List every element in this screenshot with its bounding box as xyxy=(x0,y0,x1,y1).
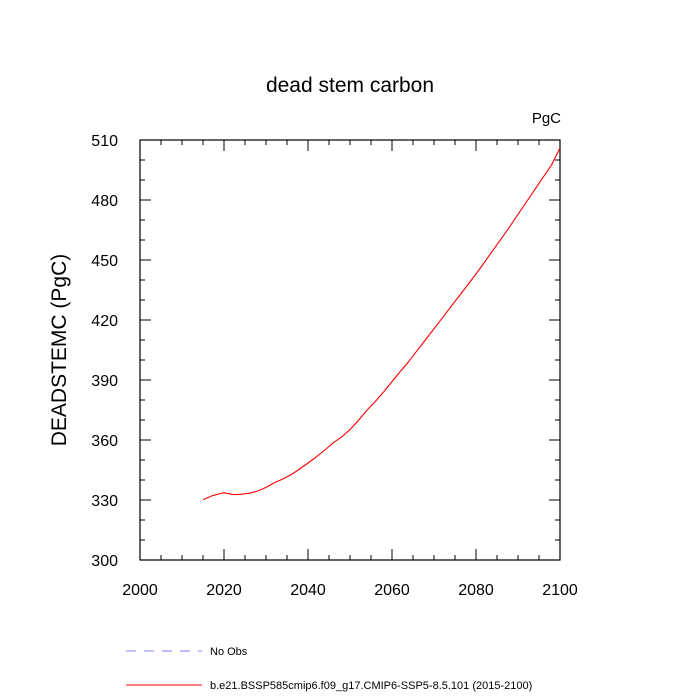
plot-area: 2000 2020 2040 2060 2080 2100 300 330 360 390 420 4… xyxy=(91,133,578,599)
units-label: PgC xyxy=(532,110,561,127)
y-tick-label: 480 xyxy=(91,193,118,210)
y-tick-label: 330 xyxy=(91,493,118,510)
legend: No Obs b.e21.BSSP585cmip6.f09_g17.CMIP6-S… xyxy=(126,646,532,692)
y-tick-label: 420 xyxy=(91,313,118,330)
series-line-1 xyxy=(202,147,561,501)
x-tick-label: 2000 xyxy=(122,582,158,599)
y-tick-label: 450 xyxy=(91,253,118,270)
x-tick-label: 2020 xyxy=(206,582,242,599)
y-tick-label: 300 xyxy=(91,553,118,570)
y-tick-label: 510 xyxy=(91,133,118,150)
chart-title: dead stem carbon xyxy=(266,74,434,97)
y-tick-label: 360 xyxy=(91,433,118,450)
x-tick-label: 2080 xyxy=(458,582,494,599)
x-tick-label: 2040 xyxy=(290,582,326,599)
plot-frame xyxy=(139,139,561,561)
y-axis-label: DEADSTEMC (PgC) xyxy=(48,254,71,447)
legend-label-0: No Obs xyxy=(210,646,248,658)
x-tick-label: 2060 xyxy=(374,582,410,599)
legend-label-1: b.e21.BSSP585cmip6.f09_g17.CMIP6-SSP5-8.… xyxy=(210,680,532,692)
y-tick-label: 390 xyxy=(91,373,118,390)
x-tick-label: 2100 xyxy=(542,582,578,599)
